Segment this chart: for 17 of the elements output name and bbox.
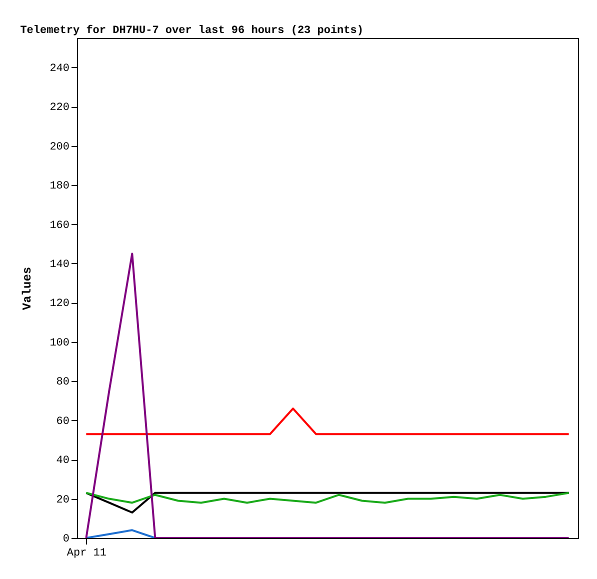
y-tick-label: 140	[50, 258, 70, 271]
x-tick-label: Apr 11	[66, 548, 107, 560]
y-tick-label: 40	[56, 455, 70, 468]
y-axis-title: Values	[20, 266, 35, 310]
y-tick-label: 100	[50, 337, 70, 350]
y-tick-label: 60	[56, 416, 70, 428]
y-tick-label: 20	[56, 494, 70, 506]
y-tick-label: 200	[50, 141, 70, 154]
y-tick-label: 160	[50, 220, 70, 232]
chart-title: Telemetry for DH7HU-7 over last 96 hours (23 points)	[20, 24, 364, 37]
y-tick-label: 80	[56, 376, 70, 389]
y-tick-label: 120	[50, 298, 70, 310]
y-tick-label: 180	[50, 180, 70, 193]
y-tick-label: 220	[50, 102, 70, 114]
y-tick-label: 240	[50, 62, 70, 75]
line-series	[85, 492, 570, 504]
y-tick-label: 0	[62, 534, 70, 546]
